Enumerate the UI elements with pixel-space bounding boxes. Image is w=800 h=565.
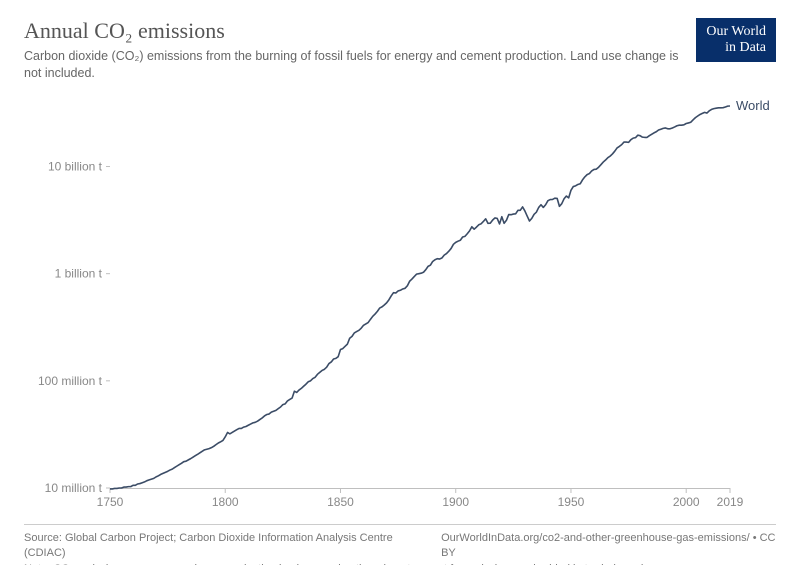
svg-text:100 million t: 100 million t [38, 374, 103, 388]
chart-title: Annual CO₂ emissions [24, 18, 680, 44]
owid-logo: Our World in Data [696, 18, 776, 62]
footer-link: OurWorldInData.org/co2-and-other-greenho… [441, 531, 776, 562]
footer-note: Note: CO₂ emissions are measured on a pr… [24, 562, 776, 565]
svg-text:1 billion t: 1 billion t [55, 266, 103, 280]
chart-subtitle: Carbon dioxide (CO₂) emissions from the … [24, 48, 680, 82]
chart-container: Annual CO₂ emissions Carbon dioxide (CO₂… [0, 0, 800, 565]
title-block: Annual CO₂ emissions Carbon dioxide (CO₂… [24, 18, 696, 82]
chart-footer: Source: Global Carbon Project; Carbon Di… [24, 524, 776, 565]
svg-text:1800: 1800 [212, 495, 239, 509]
svg-text:2000: 2000 [673, 495, 700, 509]
footer-source: Source: Global Carbon Project; Carbon Di… [24, 531, 417, 562]
series-label: World [736, 98, 770, 113]
svg-text:10 billion t: 10 billion t [48, 159, 103, 173]
line-chart-svg: 10 million t 100 million t 1 billion t 10 b… [24, 88, 776, 518]
chart-plot-area: 10 million t 100 million t 1 billion t 10 b… [24, 88, 776, 518]
series-line [110, 106, 730, 489]
header: Annual CO₂ emissions Carbon dioxide (CO₂… [24, 18, 776, 82]
svg-text:1850: 1850 [327, 495, 354, 509]
svg-text:1900: 1900 [442, 495, 469, 509]
svg-text:10 million t: 10 million t [45, 481, 103, 495]
svg-text:1750: 1750 [97, 495, 124, 509]
svg-text:2019: 2019 [717, 495, 744, 509]
svg-text:1950: 1950 [558, 495, 585, 509]
